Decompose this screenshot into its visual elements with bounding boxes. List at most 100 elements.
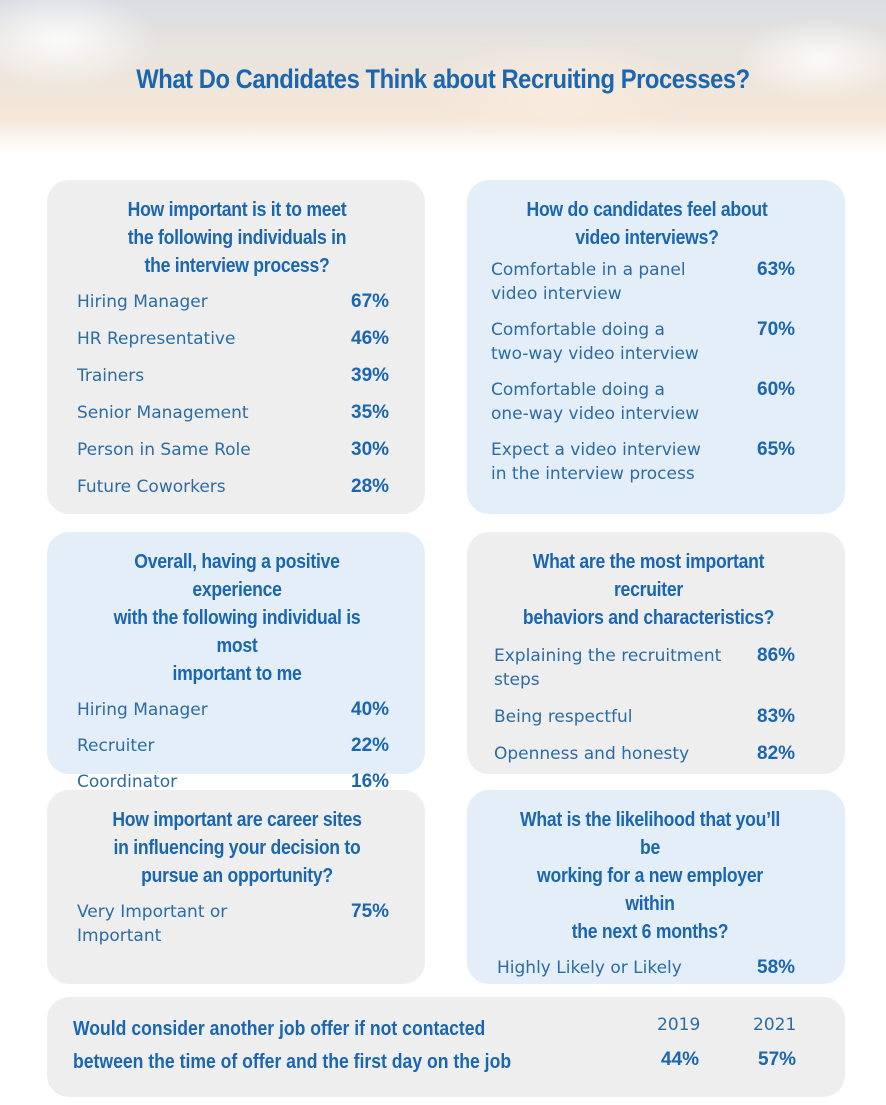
stat-label: Comfortable doing a two-way video intervi…: [491, 318, 699, 366]
stat-label: Recruiter: [77, 736, 155, 756]
stat-value: 22%: [351, 735, 390, 756]
stat-label-line: Explaining the recruitment: [494, 646, 722, 666]
stat-label: Highly Likely or Likely: [497, 958, 682, 978]
stat-label-line: in the interview process: [491, 464, 695, 484]
stat-label: Senior Management: [77, 403, 249, 423]
stat-label: Explaining the recruitment steps: [494, 644, 721, 692]
stat-label-line: Comfortable doing a: [491, 320, 665, 340]
stat-value: 82%: [757, 743, 796, 764]
card-title: What are the most important recruiter be…: [513, 548, 785, 632]
stat-value: 65%: [757, 439, 796, 460]
stat-row: Senior Management 35%: [77, 401, 397, 438]
stat-row: Openness and honesty 82%: [494, 742, 803, 779]
card-positive-experience: Overall, having a positive experience wi…: [47, 532, 425, 792]
card-recruiter-behaviors: What are the most important recruiter be…: [467, 532, 845, 774]
card-title: How do candidates feel about video inter…: [510, 196, 785, 252]
stat-label: Hiring Manager: [77, 292, 208, 312]
stat-label-line: video interview: [491, 284, 622, 304]
stat-row: Explaining the recruitment steps 86%: [494, 644, 803, 705]
stat-row: Coordinator 16%: [77, 770, 397, 806]
comparison-value: 44%: [661, 1049, 700, 1070]
card-new-employer-likelihood: What is the likelihood that you’ll be wo…: [467, 790, 845, 984]
card-title-line: in influencing your decision to: [113, 837, 361, 859]
stat-row: Very Important or Important 75%: [77, 900, 397, 948]
stat-label: Hiring Manager: [77, 700, 208, 720]
stat-label: Comfortable doing a one-way video intervi…: [491, 378, 699, 426]
stat-row: Recruiter 22%: [77, 734, 397, 770]
stat-value: 63%: [757, 259, 796, 280]
stat-row: Comfortable in a panel video interview 63…: [491, 258, 803, 318]
stat-label-line: steps: [494, 670, 540, 690]
page-title: What Do Candidates Think about Recruitin…: [136, 64, 750, 94]
comparison-question-line: between the time of offer and the first …: [73, 1051, 512, 1073]
stat-value: 67%: [351, 291, 390, 312]
card-title-line: behaviors and characteristics?: [522, 607, 775, 629]
stat-value: 46%: [351, 328, 390, 349]
card-title-line: the following individuals in: [127, 227, 347, 249]
stat-value: 35%: [351, 402, 390, 423]
card-title-line: How do candidates feel about: [526, 199, 768, 221]
stat-label-line: Expect a video interview: [491, 440, 701, 460]
stat-value: 58%: [757, 957, 796, 978]
stat-label: Very Important or Important: [77, 900, 227, 948]
card-title: What is the likelihood that you’ll be wo…: [515, 806, 784, 946]
card-title-line: Overall, having a positive experience: [134, 551, 340, 601]
stat-row: Comfortable doing a one-way video intervi…: [491, 378, 803, 438]
card-title-line: What is the likelihood that you’ll be: [520, 809, 780, 859]
stat-value: 39%: [351, 365, 390, 386]
stat-row: Highly Likely or Likely 58%: [497, 956, 803, 980]
card-title-line: working for a new employer within: [537, 865, 763, 915]
card-title-line: What are the most important recruiter: [532, 551, 765, 601]
card-title-line: important to me: [172, 663, 302, 685]
stat-label-line: one-way video interview: [491, 404, 700, 424]
card-title-line: pursue an opportunity?: [141, 865, 333, 887]
stat-row: Person in Same Role 30%: [77, 438, 397, 475]
stat-value: 83%: [757, 706, 796, 727]
card-title-line: video interviews?: [575, 227, 719, 249]
stat-label-line: two-way video interview: [491, 344, 699, 364]
card-title-line: How important is it to meet: [127, 199, 347, 221]
card-title-line: the interview process?: [144, 255, 330, 277]
card-title-line: with the following individual is most: [113, 607, 361, 657]
card-job-offer-comparison: Would consider another job offer if not …: [47, 997, 845, 1097]
stat-label-line: Very Important or: [77, 902, 228, 922]
stat-value: 16%: [351, 771, 390, 792]
stat-label-line: Important: [77, 926, 162, 946]
stat-label: Openness and honesty: [494, 744, 690, 764]
stat-value: 86%: [757, 645, 796, 666]
stat-label: Person in Same Role: [77, 440, 251, 460]
stat-label-line: Comfortable in a panel: [491, 260, 686, 280]
card-title-line: the next 6 months?: [571, 921, 729, 943]
stat-label: Comfortable in a panel video interview: [491, 258, 686, 306]
stat-row: Future Coworkers 28%: [77, 475, 397, 512]
card-title: Overall, having a positive experience wi…: [96, 548, 378, 688]
stat-label: Trainers: [77, 366, 145, 386]
card-video-interviews: How do candidates feel about video inter…: [467, 180, 845, 514]
stat-label: Coordinator: [77, 772, 178, 792]
comparison-value: 57%: [758, 1049, 797, 1070]
stat-row: Trainers 39%: [77, 364, 397, 401]
stat-row: Expect a video interview in the interview…: [491, 438, 803, 498]
header-banner: [0, 0, 886, 152]
stat-row: Being respectful 83%: [494, 705, 803, 742]
stat-value: 30%: [351, 439, 390, 460]
stat-value: 28%: [351, 476, 390, 497]
card-title: How important is it to meet the followin…: [96, 196, 378, 280]
stat-row: Comfortable doing a two-way video intervi…: [491, 318, 803, 378]
card-title-line: How important are career sites: [112, 809, 362, 831]
comparison-question-line: Would consider another job offer if not …: [73, 1018, 486, 1040]
stat-value: 60%: [757, 379, 796, 400]
comparison-question: Would consider another job offer if not …: [73, 1013, 531, 1079]
stat-row: HR Representative 46%: [77, 327, 397, 364]
stat-row: Hiring Manager 40%: [77, 698, 397, 734]
year-label: 2019: [657, 1015, 701, 1035]
stat-label: Expect a video interview in the interview…: [491, 438, 701, 486]
stat-label: Being respectful: [494, 707, 633, 727]
card-title: How important are career sites in influe…: [96, 806, 378, 890]
card-meet-individuals: How important is it to meet the followin…: [47, 180, 425, 514]
stat-label: HR Representative: [77, 329, 236, 349]
stat-value: 70%: [757, 319, 796, 340]
year-label: 2021: [753, 1015, 797, 1035]
stat-row: Hiring Manager 67%: [77, 290, 397, 327]
card-career-sites: How important are career sites in influe…: [47, 790, 425, 984]
